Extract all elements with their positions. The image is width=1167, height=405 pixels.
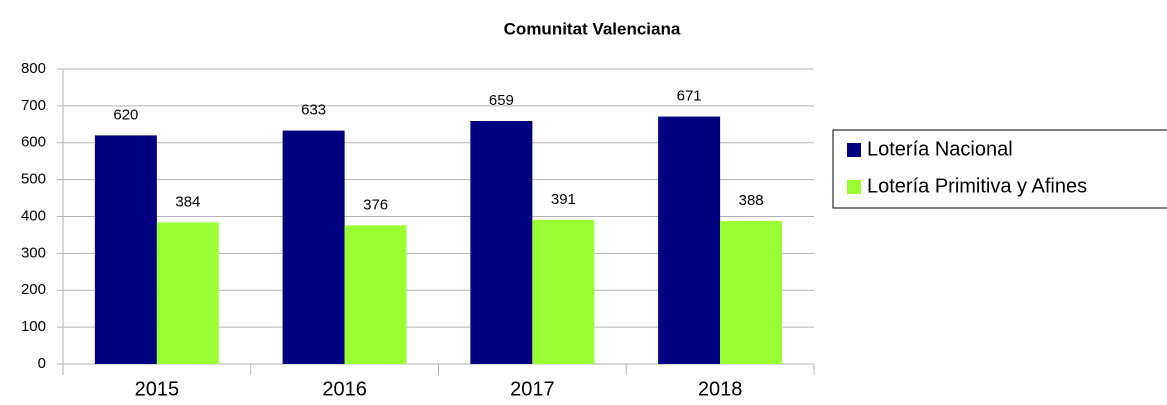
data-label: 671 <box>677 88 702 105</box>
data-label: 391 <box>551 191 576 208</box>
bar <box>720 220 783 364</box>
y-tick-label: 200 <box>21 281 46 298</box>
data-label: 633 <box>301 102 326 119</box>
x-tick-label: 2016 <box>322 378 367 400</box>
legend-box <box>832 129 1167 209</box>
y-tick-label: 400 <box>21 207 46 224</box>
x-tick-label: 2018 <box>698 378 743 400</box>
legend-swatch <box>847 180 861 194</box>
y-tick-label: 600 <box>21 134 46 151</box>
y-tick-label: 100 <box>21 318 46 335</box>
x-tick-label: 2017 <box>510 378 555 400</box>
bar <box>282 130 345 364</box>
y-tick-label: 700 <box>21 97 46 114</box>
bar <box>344 225 407 364</box>
data-label: 376 <box>363 196 388 213</box>
bar <box>532 219 595 364</box>
y-tick-label: 300 <box>21 244 46 261</box>
x-tick-label: 2015 <box>135 378 180 400</box>
data-label: 388 <box>739 192 764 209</box>
chart-title: Comunitat Valenciana <box>504 19 681 38</box>
bar <box>94 135 157 364</box>
y-tick-label: 0 <box>38 355 46 372</box>
legend-label: Lotería Nacional <box>867 138 1013 160</box>
data-label: 384 <box>175 193 200 210</box>
data-label: 659 <box>489 92 514 109</box>
y-tick-label: 800 <box>21 60 46 77</box>
bar <box>156 222 219 364</box>
y-tick-label: 500 <box>21 171 46 188</box>
legend-label: Lotería Primitiva y Afines <box>867 175 1087 197</box>
bar <box>470 120 533 365</box>
data-label: 620 <box>113 106 138 123</box>
legend-swatch <box>847 143 861 157</box>
bar <box>658 116 721 364</box>
